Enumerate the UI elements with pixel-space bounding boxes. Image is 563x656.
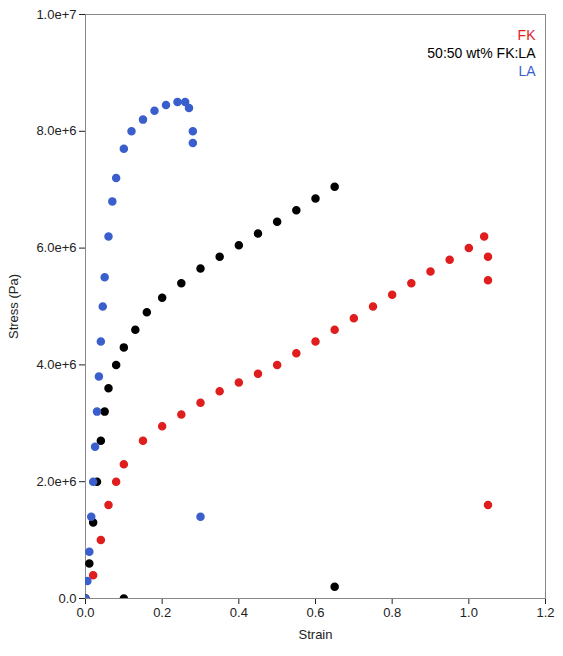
svg-text:2.0e+6: 2.0e+6 [36,474,76,489]
svg-text:0.0: 0.0 [76,605,94,620]
svg-text:0.8: 0.8 [383,605,401,620]
svg-text:Strain: Strain [299,627,333,642]
svg-text:0.0: 0.0 [58,591,76,606]
svg-text:4.0e+6: 4.0e+6 [36,357,76,372]
svg-text:0.2: 0.2 [153,605,171,620]
svg-text:Stress (Pa): Stress (Pa) [6,274,21,339]
svg-text:1.0e+7: 1.0e+7 [36,7,76,22]
svg-text:0.6: 0.6 [306,605,324,620]
svg-text:0.4: 0.4 [230,605,248,620]
svg-text:FK: FK [518,27,537,43]
svg-text:LA: LA [518,63,536,79]
svg-text:1.2: 1.2 [536,605,554,620]
svg-text:1.0: 1.0 [460,605,478,620]
svg-text:50:50 wt% FK:LA: 50:50 wt% FK:LA [427,45,536,61]
svg-text:6.0e+6: 6.0e+6 [36,240,76,255]
svg-text:8.0e+6: 8.0e+6 [36,123,76,138]
